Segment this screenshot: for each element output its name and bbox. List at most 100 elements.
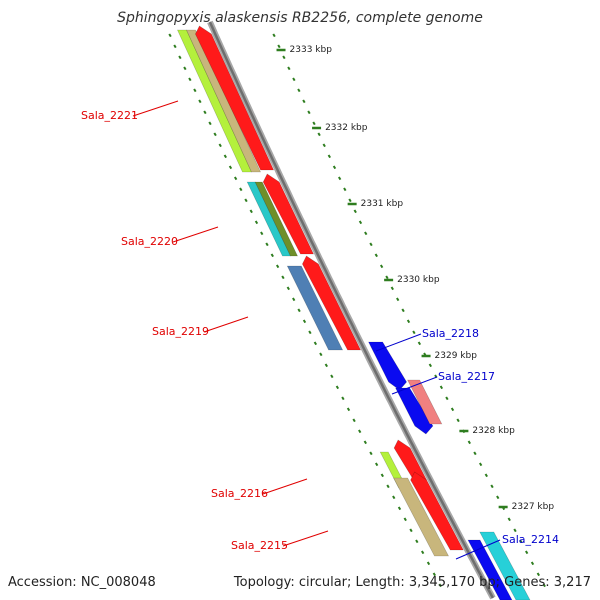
ruler-label: 2330 kbp xyxy=(397,275,440,285)
tick-minor-right xyxy=(374,253,378,258)
tick-minor-left xyxy=(438,583,442,588)
topology-text: Topology: circular; Length: 3,345,170 bp… xyxy=(233,575,591,590)
tick-minor-right xyxy=(513,528,517,533)
tick-minor-right xyxy=(379,264,384,269)
tick-minor-left xyxy=(346,407,351,412)
tick-minor-left xyxy=(292,297,296,302)
tick-minor-left xyxy=(358,429,362,434)
tick-minor-left xyxy=(397,506,402,511)
tick-minor-right xyxy=(401,308,405,313)
tick-minor-left xyxy=(208,121,212,126)
tick-minor-left xyxy=(415,539,419,544)
tick-minor-left xyxy=(369,451,373,456)
tick-minor-left xyxy=(178,55,182,60)
tick-minor-left xyxy=(302,319,307,324)
tick-minor-right xyxy=(439,385,444,390)
tick-minor-left xyxy=(213,132,217,137)
tick-minor-left xyxy=(228,165,233,170)
tick-minor-right xyxy=(327,154,331,159)
gene-band-olive xyxy=(254,181,298,257)
tick-minor-right xyxy=(417,341,422,346)
tick-minor-right xyxy=(337,176,342,181)
tick-minor-right xyxy=(297,88,301,93)
ruler-labels: 2333 kbp 2332 kbp 2331 kbp 2330 kbp 2329 kbp… xyxy=(276,45,554,512)
gene-leader-line xyxy=(282,530,329,547)
tick-minor-left xyxy=(330,374,334,379)
ruler-label: 2331 kbp xyxy=(361,199,404,209)
tick-minor-right xyxy=(507,517,511,522)
tick-minor-right xyxy=(312,121,316,126)
tick-minor-left xyxy=(432,572,437,577)
backbone-core xyxy=(208,21,495,599)
tick-minor-left xyxy=(421,550,425,555)
tick-minor-right xyxy=(343,187,347,192)
tick-minor-left xyxy=(308,330,312,335)
tick-minor-right xyxy=(353,209,357,214)
tick-minor-left xyxy=(297,308,301,313)
tick-minor-left xyxy=(173,44,177,49)
tick-minor-left xyxy=(254,220,259,225)
tick-minor-right xyxy=(536,572,541,577)
tick-minor-left xyxy=(313,341,318,346)
tick-minor-left xyxy=(233,176,238,181)
gene-label: Sala_2214 xyxy=(502,533,559,546)
tick-minor-left xyxy=(203,110,207,115)
gene-leader-line xyxy=(172,226,219,243)
tick-minor-left xyxy=(218,143,222,148)
tick-minor-right xyxy=(519,539,523,544)
tick-minor-left xyxy=(249,209,253,214)
tick-minor-right xyxy=(530,561,535,566)
tick-minor-left xyxy=(168,33,172,38)
genome-backbone xyxy=(207,20,496,600)
tick-minor-right xyxy=(307,110,311,115)
tick-minor-left xyxy=(409,528,413,533)
backbone-line xyxy=(207,20,496,600)
gene-leader-line xyxy=(375,333,422,352)
gene-label: Sala_2215 xyxy=(231,539,288,552)
gene-features xyxy=(177,25,531,600)
gene-leader-line xyxy=(455,539,501,560)
tick-minor-left xyxy=(183,66,187,71)
tick-minor-left xyxy=(374,462,379,467)
tick-minor-right xyxy=(364,231,368,236)
tick-minor-left xyxy=(352,418,356,423)
tick-minor-left xyxy=(193,88,197,93)
tick-minor-left xyxy=(286,286,290,291)
tick-minor-left xyxy=(319,352,323,357)
gene-leader-line xyxy=(391,376,438,395)
tick-minor-right xyxy=(332,165,337,170)
tick-minor-left xyxy=(275,264,280,269)
tick-minor-right xyxy=(484,473,488,478)
ruler-label: 2332 kbp xyxy=(325,123,368,133)
tick-minor-left xyxy=(244,198,248,203)
gene-arrow-red xyxy=(262,173,314,255)
gene-arrow-red xyxy=(302,255,362,351)
tick-minor-left xyxy=(223,154,227,159)
gene-band-tan xyxy=(186,29,261,173)
tick-minor-right xyxy=(450,407,455,412)
tick-minor-right xyxy=(369,242,373,247)
genome-title: Sphingopyxis alaskensis RB2256, complete… xyxy=(117,10,483,26)
tick-minor-right xyxy=(277,44,281,49)
gene-band-salmon xyxy=(407,379,443,425)
tick-minor-right xyxy=(390,286,394,291)
tick-minor-right xyxy=(287,66,291,71)
gene-label: Sala_2219 xyxy=(152,325,209,338)
tick-minor-right xyxy=(496,495,500,500)
tick-minor-right xyxy=(445,396,449,401)
tick-minor-left xyxy=(324,363,328,368)
tick-minor-left xyxy=(392,495,396,500)
ruler-label: 2328 kbp xyxy=(472,426,515,436)
gene-band-blue xyxy=(467,539,513,600)
tick-minor-right xyxy=(467,440,471,445)
ruler-label: 2329 kbp xyxy=(435,351,478,361)
tick-minor-left xyxy=(239,187,243,192)
tick-minor-left xyxy=(335,385,340,390)
tick-minor-right xyxy=(428,363,432,368)
tick-minor-right xyxy=(456,418,460,423)
tick-minor-right xyxy=(292,77,296,82)
tick-minor-right xyxy=(473,451,477,456)
tick-minor-left xyxy=(341,396,345,401)
tick-minor-right xyxy=(272,33,276,38)
